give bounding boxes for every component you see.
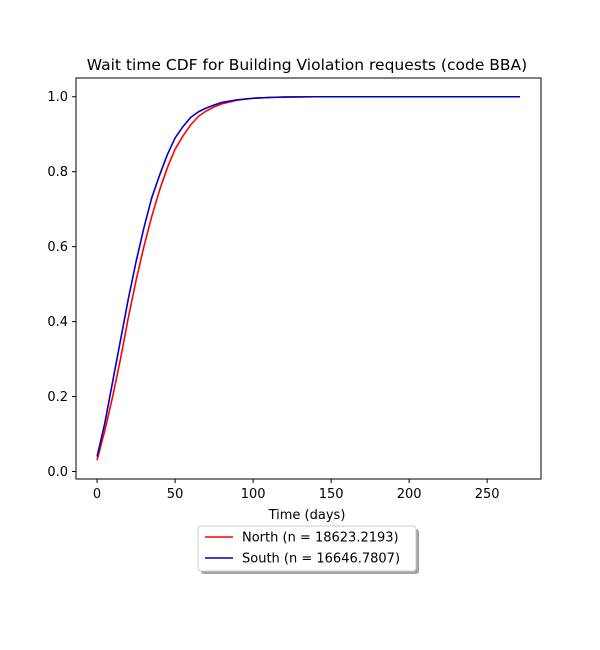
series-line-north	[96, 95, 520, 461]
chart-title: Wait time CDF for Building Violation req…	[87, 56, 527, 74]
x-tick-label: 200	[397, 487, 422, 502]
y-tick-label: 1.0	[47, 90, 68, 105]
y-tick-label: 0.0	[47, 465, 68, 480]
series-line-south	[96, 95, 520, 457]
y-tick-label: 0.6	[47, 240, 68, 255]
y-axis: 0.0 0.2 0.4 0.6 0.8 1.0	[47, 90, 76, 480]
x-tick-label: 250	[475, 487, 500, 502]
plot-frame	[75, 77, 542, 480]
legend-label-north: North (n = 18623.2193)	[242, 531, 399, 546]
x-tick-label: 150	[319, 487, 344, 502]
x-axis: 0 50 100 150 200 250	[93, 479, 500, 502]
legend-label-south: South (n = 16646.7807)	[242, 552, 400, 567]
y-tick-label: 0.4	[47, 315, 68, 330]
y-tick-label: 0.2	[47, 390, 68, 405]
x-tick-label: 50	[167, 487, 184, 502]
x-tick-label: 100	[241, 487, 266, 502]
legend-box	[197, 525, 417, 572]
x-axis-label: Time (days)	[268, 508, 346, 523]
legend: North (n = 18623.2193) South (n = 16646.…	[197, 525, 419, 574]
y-tick-label: 0.8	[47, 165, 68, 180]
x-tick-label: 0	[93, 487, 101, 502]
series-layer	[96, 95, 520, 461]
